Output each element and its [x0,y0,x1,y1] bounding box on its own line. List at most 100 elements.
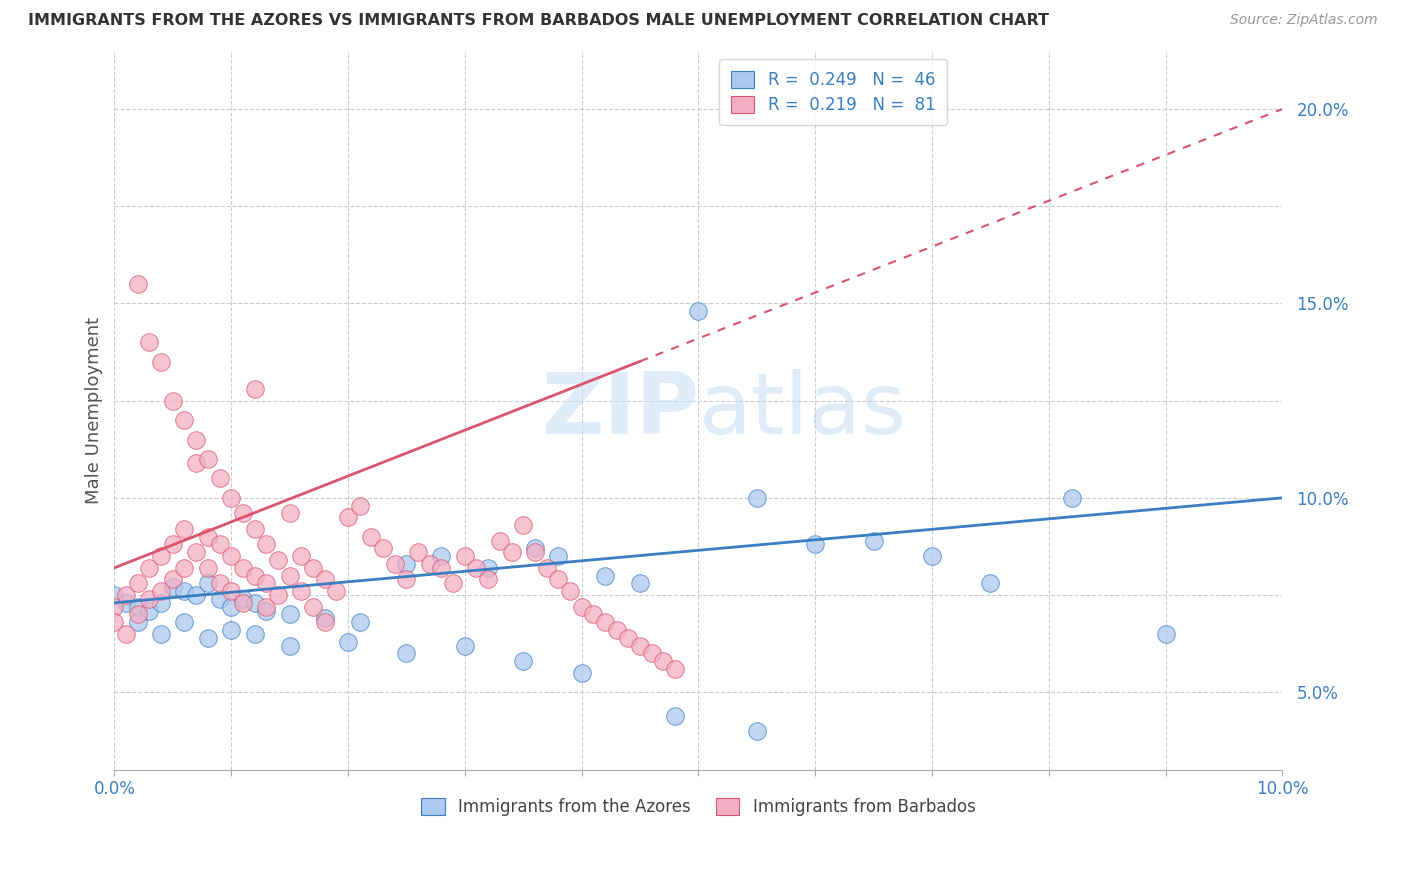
Point [232,561,254,575]
Point [465,561,488,575]
Point [115,596,138,610]
Point [558,584,581,599]
Point [1062,491,1084,505]
Point [162,393,184,408]
Point [395,646,418,660]
Point [617,631,640,645]
Point [115,588,138,602]
Point [325,584,347,599]
Point [384,557,406,571]
Point [267,553,290,567]
Point [862,533,884,548]
Point [547,549,569,563]
Point [219,623,242,637]
Point [628,639,651,653]
Point [267,588,290,602]
Point [127,277,149,291]
Point [314,615,336,630]
Point [232,507,254,521]
Point [489,533,512,548]
Point [254,604,277,618]
Point [243,522,266,536]
Point [512,518,534,533]
Point [127,615,149,630]
Point [628,576,651,591]
Point [208,576,231,591]
Point [302,561,325,575]
Point [582,607,605,622]
Legend: Immigrants from the Azores, Immigrants from Barbados: Immigrants from the Azores, Immigrants f… [412,789,986,826]
Point [162,573,184,587]
Point [371,541,394,556]
Point [115,627,138,641]
Point [477,573,499,587]
Point [103,615,125,630]
Point [804,537,827,551]
Point [186,456,208,470]
Point [278,607,301,622]
Point [186,588,208,602]
Point [243,596,266,610]
Point [664,662,686,676]
Point [208,537,231,551]
Point [138,335,160,350]
Point [430,549,453,563]
Point [360,530,382,544]
Point [477,561,499,575]
Y-axis label: Male Unemployment: Male Unemployment [86,317,103,504]
Point [337,510,360,524]
Point [186,545,208,559]
Point [745,491,768,505]
Point [664,708,686,723]
Point [127,607,149,622]
Point [454,639,477,653]
Point [571,665,593,680]
Point [232,591,254,606]
Point [219,599,242,614]
Point [150,549,173,563]
Point [536,561,558,575]
Point [162,537,184,551]
Point [173,584,195,599]
Point [745,724,768,739]
Point [406,545,429,559]
Point [395,573,418,587]
Text: atlas: atlas [699,368,907,452]
Point [593,615,616,630]
Point [243,627,266,641]
Point [337,634,360,648]
Point [173,561,195,575]
Point [1154,627,1177,641]
Point [208,471,231,485]
Point [523,545,546,559]
Point [349,499,371,513]
Point [302,599,325,614]
Point [243,382,266,396]
Point [593,568,616,582]
Point [150,627,173,641]
Point [349,615,371,630]
Point [278,507,301,521]
Point [290,584,312,599]
Point [501,545,523,559]
Point [138,604,160,618]
Point [441,576,464,591]
Point [254,576,277,591]
Point [197,631,219,645]
Point [173,615,195,630]
Point [254,599,277,614]
Point [641,646,664,660]
Point [150,355,173,369]
Point [454,549,477,563]
Point [138,561,160,575]
Point [547,573,569,587]
Point [979,576,1001,591]
Text: Source: ZipAtlas.com: Source: ZipAtlas.com [1230,13,1378,28]
Point [197,452,219,467]
Point [208,591,231,606]
Point [606,623,628,637]
Point [219,549,242,563]
Point [290,549,312,563]
Point [219,491,242,505]
Point [127,599,149,614]
